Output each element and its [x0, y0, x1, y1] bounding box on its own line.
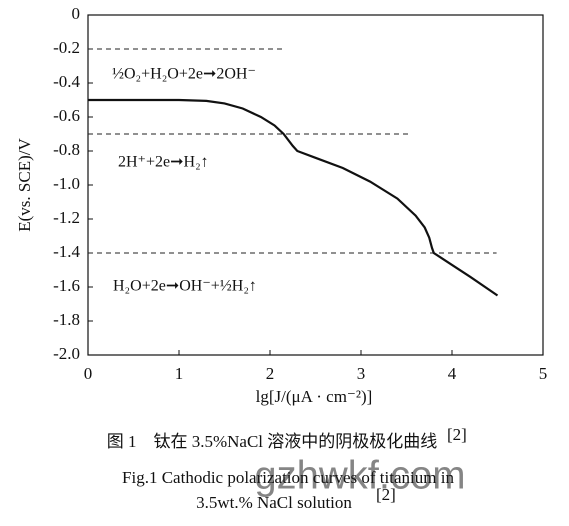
caption-cn: 图 1 钛在 3.5%NaCl 溶液中的阴极极化曲线	[107, 432, 438, 451]
y-tick-label: -0.6	[53, 106, 80, 125]
x-tick-label: 5	[539, 364, 548, 383]
caption-en: 3.5wt.% NaCl solution	[196, 493, 352, 512]
line-series	[88, 98, 499, 297]
watermark: gzhwkf.com	[254, 454, 465, 498]
y-axis-label: E(vs. SCE)/V	[15, 138, 34, 232]
caption-ref: [2]	[447, 425, 467, 444]
y-tick-label: -1.2	[53, 208, 80, 227]
x-tick-label: 0	[84, 364, 93, 383]
caption-en: Fig.1 Cathodic polarization curves of ti…	[122, 468, 454, 487]
annotation: 2H⁺+2e➞H₂↑	[118, 154, 209, 171]
y-tick-label: -0.4	[53, 72, 80, 91]
annotation: H₂O+2e➞OH⁻+½H₂↑	[113, 278, 257, 295]
x-tick-label: 1	[175, 364, 184, 383]
y-tick-label: -1.8	[53, 310, 80, 329]
x-axis-label: lg[J/(μA · cm⁻²)]	[256, 387, 373, 406]
y-tick-label: -0.2	[53, 38, 80, 57]
y-tick-label: -2.0	[53, 344, 80, 363]
y-tick-label: 0	[72, 4, 81, 23]
annotation: ½O₂+H₂O+2e➞2OH⁻	[112, 66, 256, 83]
caption-ref: [2]	[376, 485, 396, 504]
y-tick-label: -1.4	[53, 242, 80, 261]
x-tick-label: 3	[357, 364, 366, 383]
y-tick-label: -0.8	[53, 140, 80, 159]
y-tick-label: -1.0	[53, 174, 80, 193]
x-tick-label: 4	[448, 364, 457, 383]
y-tick-label: -1.6	[53, 276, 80, 295]
x-tick-label: 2	[266, 364, 275, 383]
